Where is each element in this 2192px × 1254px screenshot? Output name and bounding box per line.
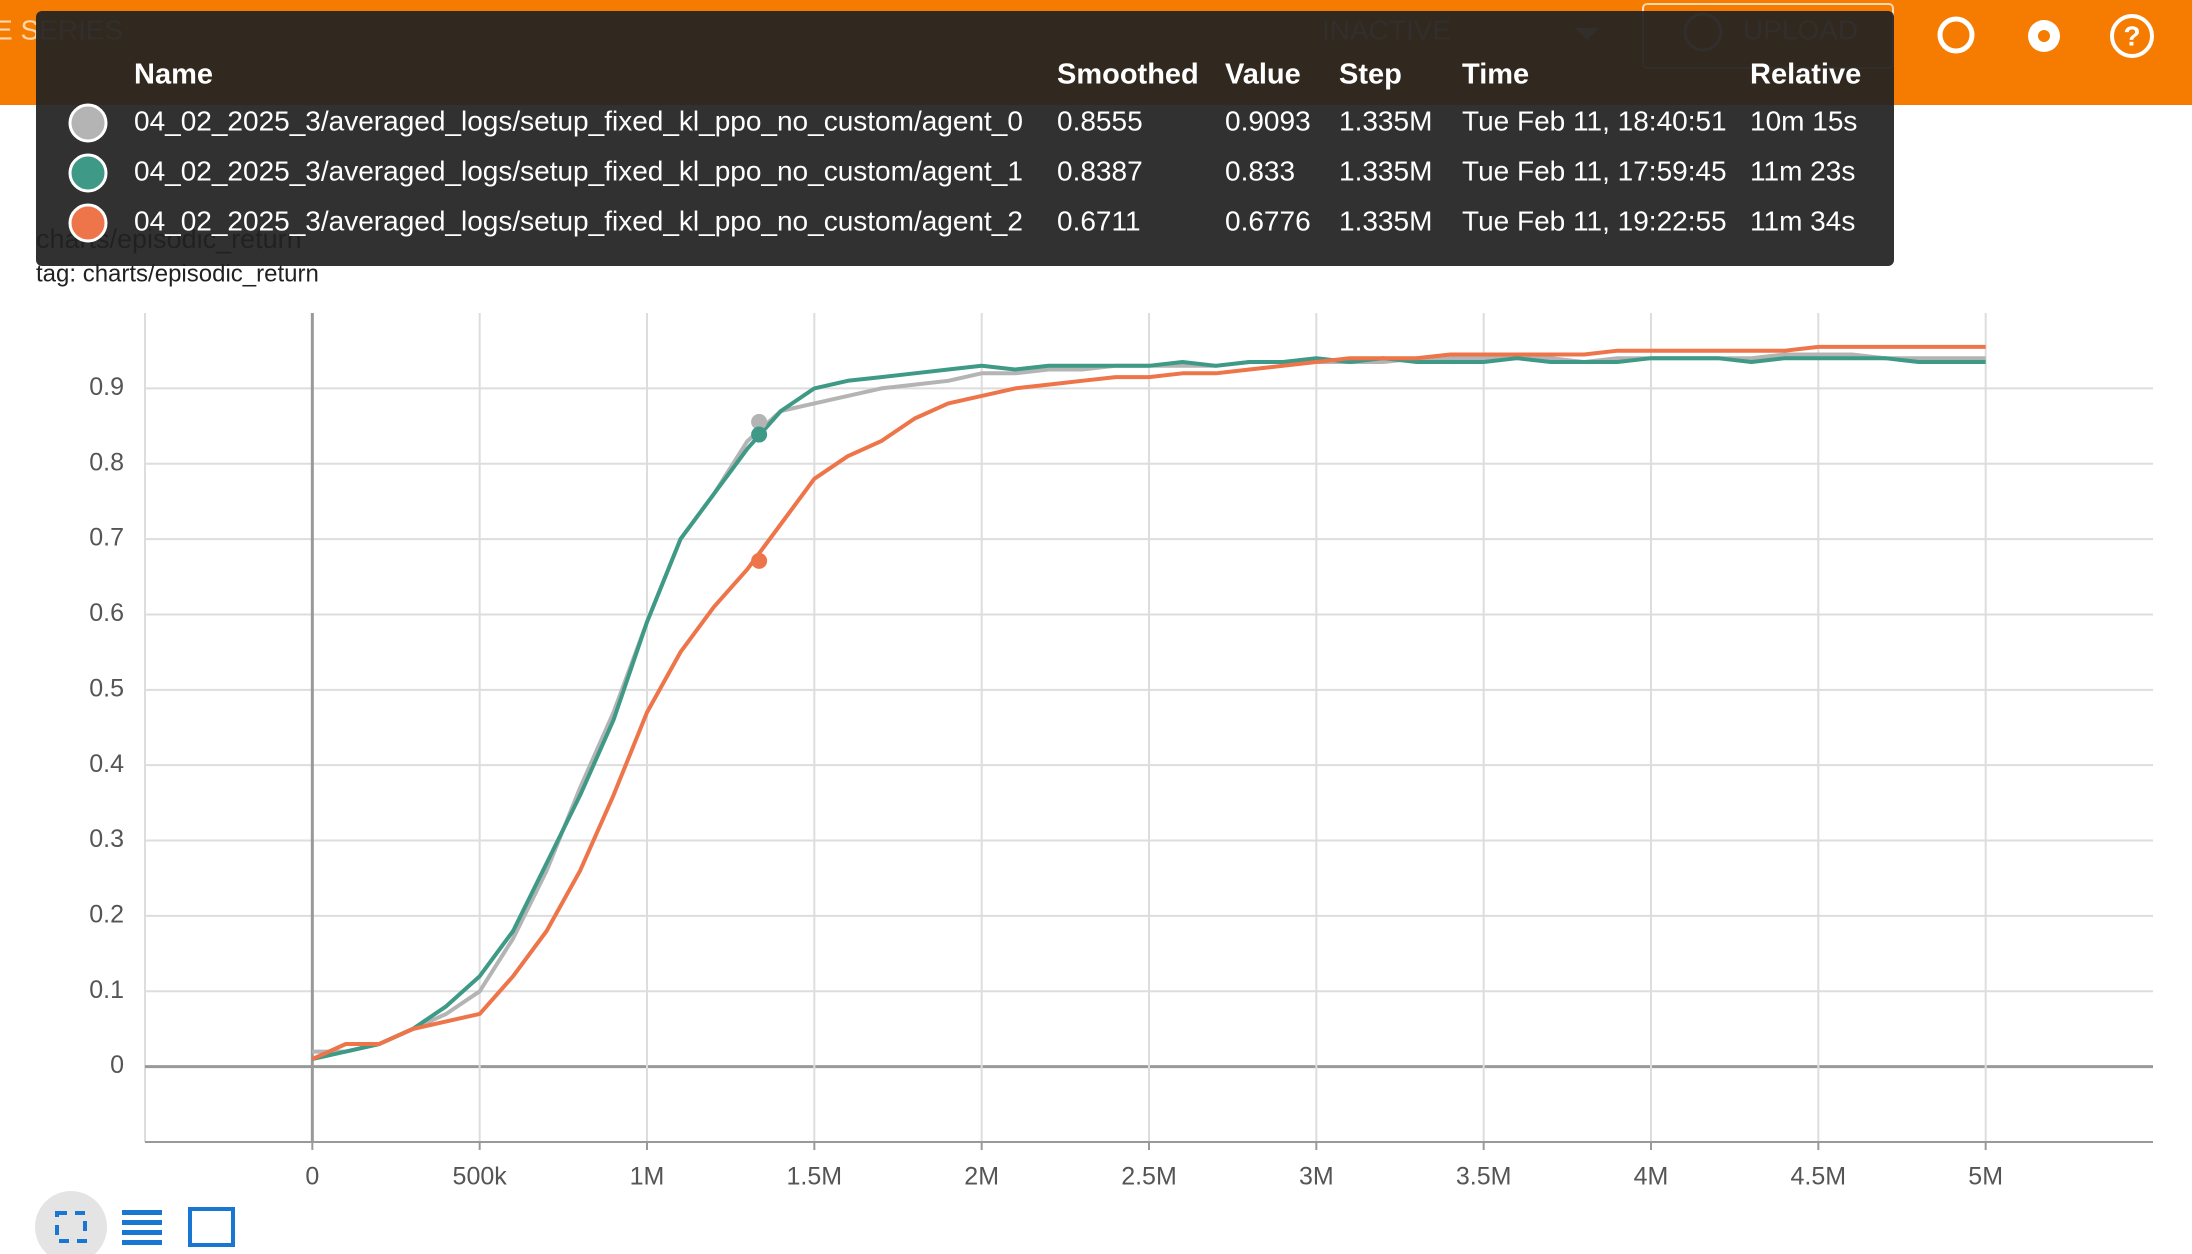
tooltip-header: Step (1339, 59, 1402, 91)
hover-point (751, 426, 768, 443)
tooltip-header: Time (1462, 59, 1529, 91)
hover-point (751, 552, 768, 569)
tooltip-cell: 1.335M (1339, 155, 1432, 186)
x-tick-label: 3.5M (1456, 1163, 1512, 1191)
help-icon[interactable] (2110, 14, 2154, 58)
fullscreen-icon (55, 1211, 87, 1243)
series-line (311, 356, 1986, 1062)
y-tick-label: 0.9 (89, 373, 124, 401)
fit-icon[interactable] (188, 1207, 235, 1247)
series-line (311, 344, 1986, 1061)
tooltip-cell: 0.6711 (1057, 205, 1141, 236)
tooltip-cell: 0.6776 (1225, 205, 1311, 236)
y-tick-label: 0.2 (89, 901, 124, 929)
tooltip-cell: 04_02_2025_3/averaged_logs/setup_fixed_k… (134, 105, 1023, 136)
x-tick-label: 1M (630, 1163, 665, 1191)
tooltip-header: Smoothed (1057, 59, 1199, 91)
x-tick-label: 0 (305, 1163, 319, 1191)
tooltip-cell: 11m 34s (1750, 205, 1855, 236)
tooltip-cell: 04_02_2025_3/averaged_logs/setup_fixed_k… (134, 155, 1023, 186)
x-tick-label: 500k (453, 1163, 508, 1191)
x-tick-label: 4M (1634, 1163, 1669, 1191)
tooltip-cell: 10m 15s (1750, 105, 1857, 136)
y-tick-label: 0.5 (89, 674, 124, 702)
x-tick-label: 2.5M (1121, 1163, 1177, 1191)
tooltip: Name Smoothed Value Step Time Relative 04_02_2… (36, 11, 1894, 266)
tooltip-cell: Tue Feb 11, 18:40:51 (1462, 105, 1727, 136)
tooltip-swatch (68, 153, 108, 193)
tooltip-cell: 11m 23s (1750, 155, 1855, 186)
y-tick-label: 0.7 (89, 524, 124, 552)
hover-point (751, 413, 768, 430)
settings-icon-hole (2038, 30, 2050, 42)
tooltip-header: Name (134, 59, 213, 91)
y-tick-label: 0.6 (89, 599, 124, 627)
tooltip-cell: 04_02_2025_3/averaged_logs/setup_fixed_k… (134, 205, 1023, 236)
tooltip-cell: 0.8555 (1057, 105, 1143, 136)
refresh-icon[interactable] (1937, 16, 1975, 54)
x-tick-label: 1.5M (787, 1163, 843, 1191)
x-tick-label: 3M (1299, 1163, 1334, 1191)
tooltip-header: Relative (1750, 59, 1861, 91)
y-tick-label: 0.3 (89, 825, 124, 853)
tooltip-cell: Tue Feb 11, 17:59:45 (1462, 155, 1727, 186)
x-tick-label: 2M (964, 1163, 999, 1191)
tooltip-cell: 1.335M (1339, 105, 1432, 136)
x-tick-label: 4.5M (1791, 1163, 1847, 1191)
y-tick-label: 0.4 (89, 750, 124, 778)
tooltip-swatch (68, 103, 108, 143)
plot: 0 0.1 0.2 0.3 0.4 0.5 0.6 0.7 0.8 0.9 0 500k 1M 1.5M 2… (89, 313, 2153, 1191)
tooltip-swatch (68, 203, 108, 243)
tooltip-header: Value (1225, 59, 1301, 91)
tooltip-cell: 1.335M (1339, 205, 1432, 236)
x-tick-label: 5M (1968, 1163, 2003, 1191)
y-tick-label: 0 (110, 1051, 124, 1079)
tooltip-box (36, 11, 1894, 266)
tooltip-cell: 0.9093 (1225, 105, 1311, 136)
tooltip-cell: Tue Feb 11, 19:22:55 (1462, 205, 1727, 236)
list-icon[interactable] (122, 1210, 162, 1245)
tooltip-cell: 0.8387 (1057, 155, 1143, 186)
y-tick-label: 0.1 (89, 976, 124, 1004)
fullscreen-button[interactable] (35, 1191, 107, 1254)
tooltip-cell: 0.833 (1225, 155, 1295, 186)
help-icon-mark: ? (2123, 20, 2140, 51)
y-tick-label: 0.8 (89, 448, 124, 476)
